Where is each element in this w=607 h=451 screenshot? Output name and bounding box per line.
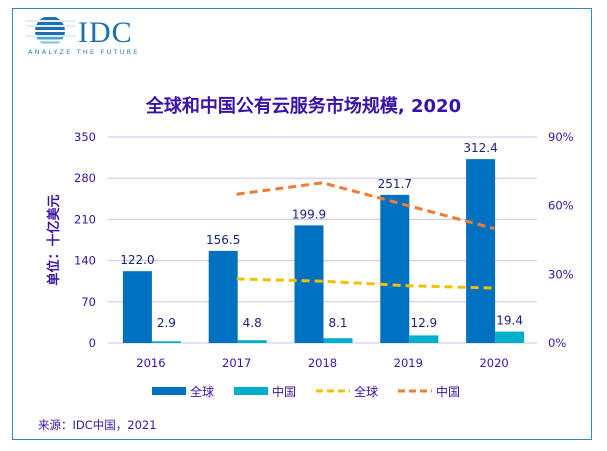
bar-global (208, 250, 238, 343)
data-label: 2.9 (157, 316, 176, 330)
bar-china (495, 331, 525, 343)
bar-global (122, 271, 152, 343)
x-tick-label: 2019 (394, 356, 423, 370)
logo-tagline: ANALYZE THE FUTURE (28, 48, 140, 56)
legend-label: 全球 (354, 384, 378, 399)
x-tick-label: 2018 (308, 356, 337, 370)
data-label: 8.1 (328, 316, 347, 330)
idc-logo-text: IDC (78, 16, 133, 49)
x-tick-label: 2016 (136, 356, 165, 370)
legend-label: 全球 (190, 384, 214, 399)
x-tick-label: 2020 (479, 356, 508, 370)
y-tick-label: 140 (74, 254, 96, 268)
bar-global (380, 194, 410, 343)
y2-tick-label: 30% (548, 267, 574, 281)
chart-frame (12, 8, 592, 440)
data-label: 251.7 (378, 177, 412, 191)
y-tick-label: 210 (74, 212, 96, 226)
legend-swatch (152, 387, 186, 395)
bar-china (409, 335, 439, 343)
data-label: 199.9 (292, 207, 326, 221)
y-tick-label: 70 (81, 295, 96, 309)
data-label: 12.9 (410, 316, 437, 330)
source-note: 来源：IDC中国，2021 (38, 418, 157, 432)
y-tick-label: 280 (74, 171, 96, 185)
data-label: 19.4 (496, 314, 523, 328)
y2-tick-label: 90% (548, 130, 574, 144)
bar-global (294, 225, 324, 343)
bar-china (237, 340, 267, 343)
bar-china (323, 338, 353, 343)
chart-title: 全球和中国公有云服务市场规模, 2020 (145, 96, 462, 117)
idc-logo-globe-icon (26, 17, 76, 44)
bar-global (466, 159, 496, 343)
y2-tick-label: 0% (548, 336, 566, 350)
line-global-share (236, 277, 495, 290)
y-tick-label: 0 (89, 336, 96, 350)
legend-label: 中国 (272, 384, 296, 399)
data-label: 4.8 (243, 316, 262, 330)
x-tick-label: 2017 (222, 356, 251, 370)
legend-swatch (234, 387, 268, 395)
bar-china (151, 341, 181, 343)
y-axis-label: 单位：十亿美元 (46, 194, 62, 285)
legend-label: 中国 (436, 384, 460, 399)
data-label: 122.0 (120, 253, 154, 267)
y-tick-label: 350 (74, 130, 96, 144)
y2-tick-label: 60% (548, 199, 574, 213)
data-label: 312.4 (463, 141, 497, 155)
data-label: 156.5 (206, 233, 240, 247)
line-china-share (236, 181, 495, 231)
